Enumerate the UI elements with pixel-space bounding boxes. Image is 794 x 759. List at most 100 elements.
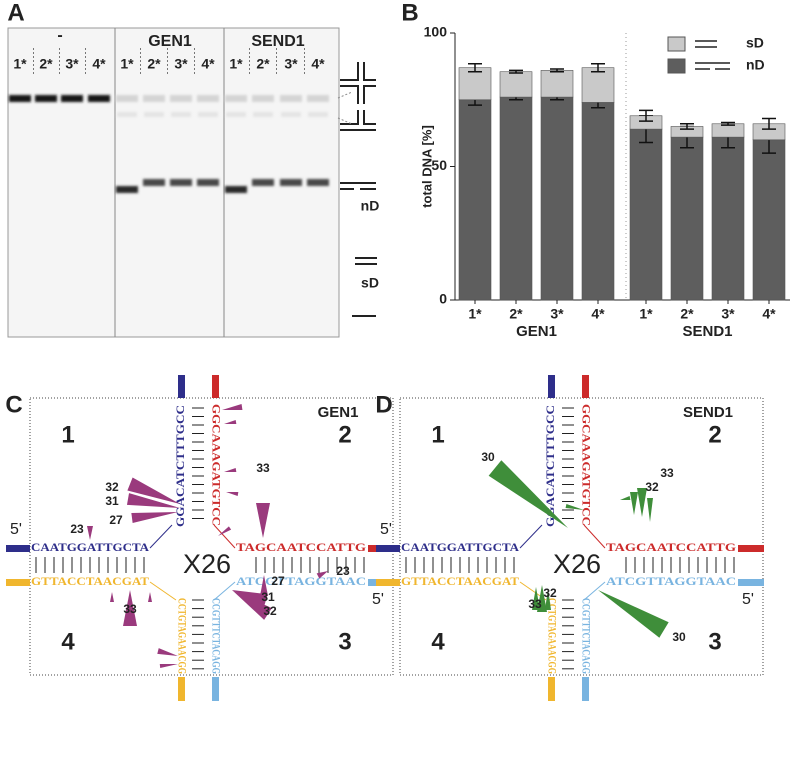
x-tick-label: 2*: [509, 306, 523, 322]
gel-band: [143, 95, 165, 102]
product-label: nD: [361, 198, 380, 214]
strand-link: [583, 524, 606, 549]
strand-end: [6, 579, 30, 586]
strand-link: [149, 524, 173, 549]
x-tick-label: 2*: [680, 306, 694, 322]
sequence: CCTGTAGAAACGG: [175, 598, 189, 674]
cleavage-position: 32: [543, 586, 557, 600]
error-bar: [591, 62, 605, 73]
group-label: -: [57, 27, 62, 44]
x-tick-label: 4*: [762, 306, 776, 322]
gel-band: [88, 95, 110, 102]
bar-segment: [711, 136, 745, 301]
sequence: ATCGTTAGGTAAC: [606, 574, 736, 588]
panel-letter: C: [5, 391, 22, 418]
cleavage-arrow: [87, 526, 93, 540]
cleavage-arrow: [637, 488, 647, 517]
panel-letter: A: [7, 0, 24, 26]
cleavage-arrow: [598, 590, 669, 638]
cleavage-arrow: [532, 587, 540, 610]
panel-frame: [399, 397, 764, 676]
gel-band: [252, 179, 274, 186]
y-axis-label: total DNA [%]: [419, 125, 434, 208]
sequence: CCGTTTCTACAGG: [209, 598, 223, 674]
cleavage-arrow: [630, 492, 638, 515]
gel-band: [226, 112, 246, 117]
strand-end: [376, 545, 400, 552]
error-bar: [639, 109, 653, 122]
lane-label: 3*: [174, 56, 188, 72]
cleavage-arrow: [222, 404, 243, 410]
quadrant-number: 3: [708, 628, 721, 655]
gel-band: [197, 179, 219, 186]
lane-label: 1*: [120, 56, 134, 72]
gel-band: [307, 179, 329, 186]
bar-segment: [499, 96, 533, 301]
cleavage-position: 32: [263, 604, 277, 618]
gel-band: [225, 186, 247, 193]
cleavage-arrow: [488, 460, 568, 528]
cleavage-arrow: [256, 503, 270, 538]
strand-end: [582, 677, 589, 701]
cleavage-arrow: [127, 477, 180, 504]
lane-label: 4*: [92, 56, 106, 72]
x-tick-label: 3*: [721, 306, 735, 322]
strand-link: [213, 524, 236, 549]
lane-label: 4*: [311, 56, 325, 72]
error-bar: [509, 69, 523, 74]
sequence: ATCGTTAGGTAAC: [236, 574, 366, 588]
cleavage-position: 32: [105, 480, 119, 494]
panel-letter: B: [401, 0, 418, 26]
gel-band: [225, 95, 247, 102]
gel-band: [61, 95, 83, 102]
error-bar: [762, 117, 776, 130]
cleavage-position: 30: [481, 450, 495, 464]
gel-band: [252, 95, 274, 102]
strand-end: [212, 375, 219, 398]
cleavage-position: 23: [336, 564, 350, 578]
gel-band: [253, 112, 273, 117]
quadrant-number: 3: [338, 628, 351, 655]
cleavage-position: 27: [109, 513, 123, 527]
cleavage-position: 23: [70, 522, 84, 536]
strand-link: [149, 581, 177, 601]
y-tick-label: 100: [424, 24, 448, 40]
sequence: CAATGGATTGCTA: [31, 540, 149, 554]
strand-end: [178, 677, 185, 701]
product-label: sD: [361, 275, 379, 291]
panel-letter: D: [375, 391, 392, 418]
gel-band: [117, 112, 137, 117]
group-label: SEND1: [251, 33, 304, 50]
x-tick-label: 4*: [591, 306, 605, 322]
quadrant-number: 2: [708, 421, 721, 448]
end-label: 5': [10, 521, 22, 538]
sequence: GGCAAAGATGTCC: [209, 404, 223, 526]
cleavage-arrow: [224, 420, 237, 424]
x-tick-label: 1*: [468, 306, 482, 322]
cleavage-position: 33: [528, 597, 542, 611]
bar-segment: [499, 71, 533, 98]
group-label: GEN1: [516, 323, 557, 340]
strand-end: [376, 579, 400, 586]
cleavage-arrow: [123, 590, 137, 626]
strand-end: [738, 579, 764, 586]
cleavage-arrow: [126, 493, 180, 508]
cleavage-arrow: [159, 664, 178, 668]
gel-band: [171, 112, 191, 117]
strand-link: [519, 524, 543, 549]
cleavage-position: 32: [645, 480, 659, 494]
bar-segment: [752, 139, 786, 301]
sequence: GTTACCTAACGAT: [31, 574, 149, 588]
cleavage-position: 31: [261, 590, 275, 604]
cleavage-arrow: [218, 526, 232, 536]
panel-frame: [29, 397, 394, 676]
bar-segment: [581, 102, 615, 301]
bar-segment: [670, 136, 704, 301]
cleavage-arrow: [260, 575, 268, 596]
enzyme-label: GEN1: [318, 404, 359, 421]
bar-segment: [540, 70, 574, 98]
cleavage-arrow: [545, 588, 551, 610]
x-tick-label: 3*: [550, 306, 564, 322]
legend-swatch: [667, 36, 686, 52]
lane-label: 1*: [229, 56, 243, 72]
